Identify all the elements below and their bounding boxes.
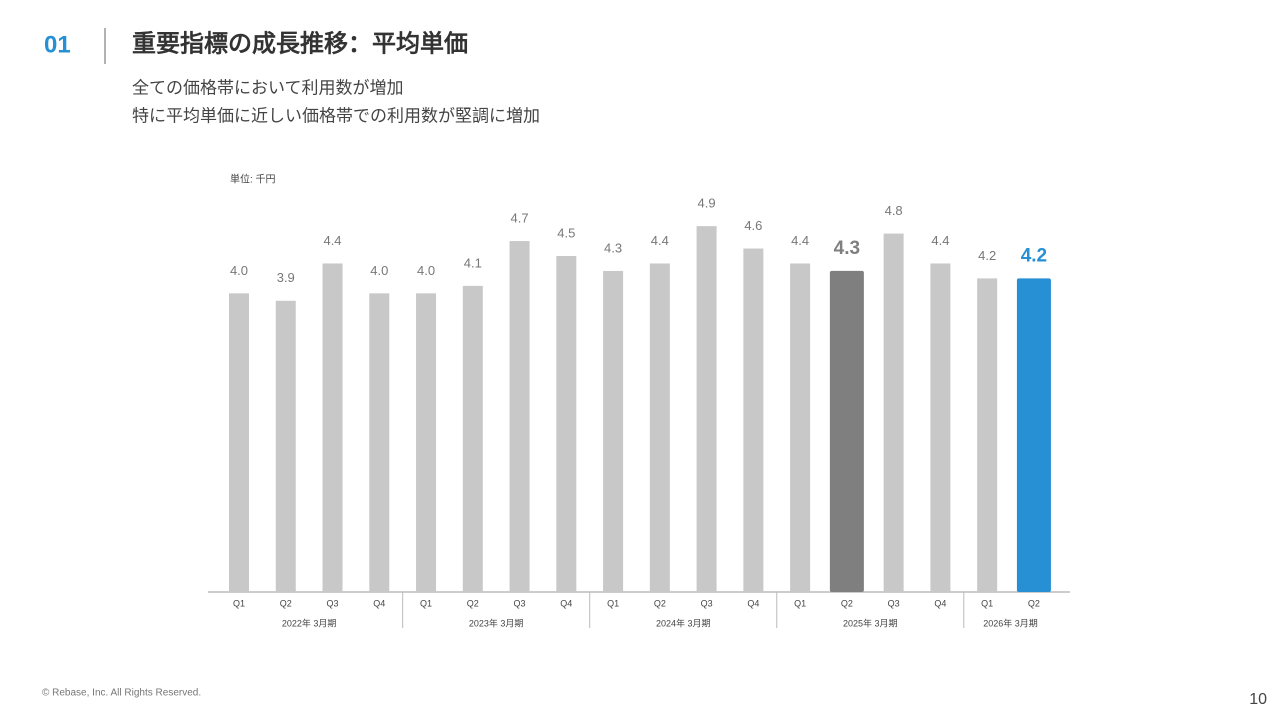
x-tick-label: Q2 <box>467 598 479 608</box>
x-tick-label: Q4 <box>560 598 572 608</box>
value-label: 4.4 <box>651 233 669 248</box>
x-tick-label: Q1 <box>233 598 245 608</box>
group-label: 2023年 3月期 <box>469 617 524 628</box>
x-tick-label: Q1 <box>794 598 806 608</box>
bar <box>556 256 577 592</box>
bar <box>790 263 811 592</box>
bar <box>649 263 670 592</box>
slide-title: 重要指標の成長推移：平均単価 <box>132 29 468 57</box>
unit-label: 単位: 千円 <box>230 173 276 186</box>
bar <box>462 285 483 592</box>
x-tick-label: Q1 <box>420 598 432 608</box>
bar <box>229 293 249 592</box>
bar <box>743 248 764 593</box>
x-tick-label: Q3 <box>514 598 526 608</box>
value-label: 4.5 <box>557 225 575 240</box>
copyright: © Rebase, Inc. All Rights Reserved. <box>42 688 201 699</box>
subtitle: 特に平均単価に近しい価格帯での利用数が堅調に増加 <box>132 106 540 125</box>
bar <box>930 263 951 592</box>
x-tick-label: Q4 <box>373 598 385 608</box>
group-label: 2024年 3月期 <box>656 617 711 628</box>
value-label: 4.0 <box>230 263 248 278</box>
x-tick-label: Q2 <box>654 598 666 608</box>
page-number: 10 <box>1249 691 1267 708</box>
x-tick-label: Q3 <box>327 598 339 608</box>
value-label: 4.0 <box>370 263 388 278</box>
value-label: 4.1 <box>464 255 482 270</box>
group-label: 2025年 3月期 <box>843 617 898 628</box>
bar <box>883 233 904 592</box>
x-tick-label: Q3 <box>701 598 713 608</box>
x-tick-label: Q4 <box>934 598 946 608</box>
value-label: 4.2 <box>978 248 996 263</box>
subtitle: 全ての価格帯において利用数が増加 <box>132 78 404 97</box>
group-label: 2026年 3月期 <box>983 617 1038 628</box>
value-label: 4.3 <box>834 238 860 259</box>
value-label: 4.0 <box>417 263 435 278</box>
bar <box>275 300 296 592</box>
value-label: 4.6 <box>744 218 762 233</box>
bar <box>509 241 530 593</box>
value-label: 4.8 <box>885 203 903 218</box>
value-label: 4.4 <box>323 233 341 248</box>
bar <box>1016 278 1051 592</box>
section-number: 01 <box>44 31 71 58</box>
x-tick-label: Q2 <box>841 598 853 608</box>
value-label: 4.3 <box>604 240 622 255</box>
x-tick-label: Q4 <box>747 598 759 608</box>
x-tick-label: Q3 <box>888 598 900 608</box>
bar <box>977 278 998 592</box>
value-label: 3.9 <box>277 270 295 285</box>
value-label: 4.9 <box>698 196 716 211</box>
x-tick-label: Q2 <box>280 598 292 608</box>
group-label: 2022年 3月期 <box>282 617 337 628</box>
x-tick-label: Q1 <box>981 598 993 608</box>
value-label: 4.4 <box>931 233 949 248</box>
value-label: 4.4 <box>791 233 809 248</box>
bar <box>829 270 864 592</box>
bar <box>696 226 717 592</box>
bar <box>369 293 390 592</box>
value-label: 4.2 <box>1021 245 1047 266</box>
bar <box>603 270 624 592</box>
value-label: 4.7 <box>511 211 529 226</box>
bar <box>322 263 343 592</box>
x-tick-label: Q1 <box>607 598 619 608</box>
x-tick-label: Q2 <box>1028 598 1040 608</box>
bar <box>416 293 437 592</box>
